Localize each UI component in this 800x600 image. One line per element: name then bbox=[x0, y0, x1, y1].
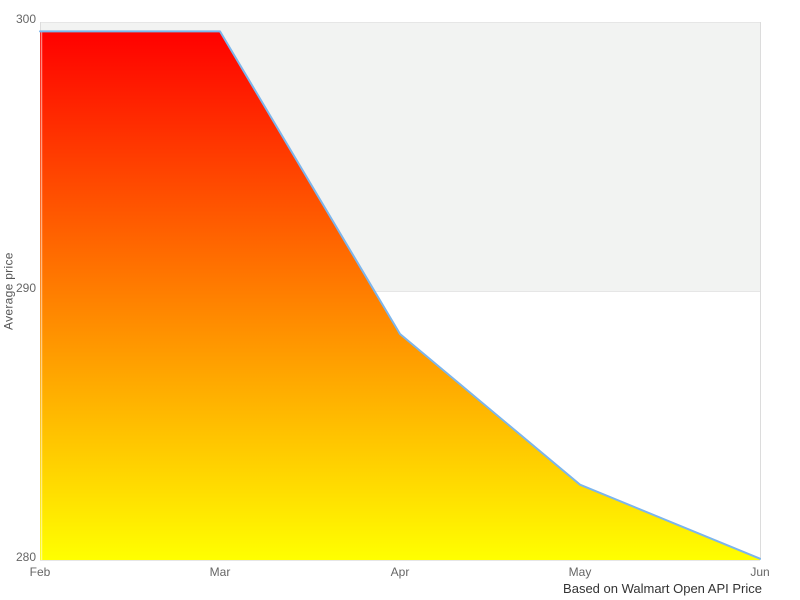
x-tick-label-feb: Feb bbox=[29, 565, 51, 579]
price-area-series bbox=[40, 31, 760, 560]
x-tick-label-jun: Jun bbox=[750, 565, 770, 579]
x-tick-label-may: May bbox=[568, 565, 592, 579]
x-tick-label-mar: Mar bbox=[209, 565, 231, 579]
price-line bbox=[39, 30, 761, 560]
y-tick-label-290: 290 bbox=[15, 281, 36, 295]
y-tick-label-280: 280 bbox=[15, 550, 36, 564]
y-tick-label-300: 300 bbox=[15, 12, 36, 26]
x-tick-label-apr: Apr bbox=[390, 565, 410, 579]
credits-label: Based on Walmart Open API Price bbox=[563, 581, 762, 596]
